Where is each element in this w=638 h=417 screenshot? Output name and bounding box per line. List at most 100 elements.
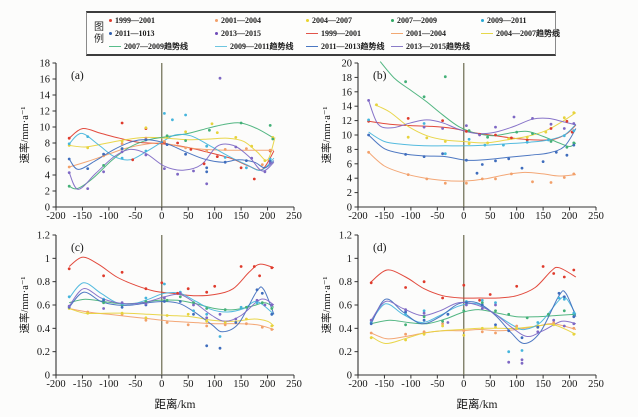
data-point [520,361,524,365]
data-point [422,332,426,336]
x-tick-label: 0 [159,379,164,390]
data-point [67,136,71,140]
data-point [234,136,238,139]
data-point [178,300,182,303]
data-point [260,163,264,166]
y-tick-label: 8 [45,139,50,150]
data-point [520,336,524,340]
legend-dot-marker [109,19,112,22]
data-point [184,130,188,134]
data-point [205,316,209,320]
trend-line [368,151,576,182]
x-tick-label: -200 [46,379,65,390]
series-3-trend [370,323,577,345]
x-tick-label: 0 [461,211,466,222]
data-point [443,181,447,185]
data-point [572,122,576,125]
data-point [525,140,529,144]
data-point [494,325,497,329]
data-point [572,322,576,326]
series-5-points [67,282,274,338]
y-tick-label: 16 [342,87,353,98]
data-point [494,125,497,129]
series-4-trend [379,61,577,148]
data-point [245,166,248,170]
legend-item: 2004—2007 [306,15,391,27]
y-tick-label: 1.2 [339,231,352,242]
data-point [480,330,484,334]
data-point [86,187,90,191]
data-point [572,268,576,272]
data-point [192,301,195,305]
data-point [465,124,468,127]
data-point [86,135,90,138]
data-point [404,153,407,156]
data-point [404,312,407,316]
data-point [260,301,264,305]
y-axis-label: 速率/mm·a⁻¹ [18,276,31,333]
y-tick-label: 1.2 [37,231,50,242]
data-point [213,284,217,288]
data-point [562,176,566,179]
data-point [223,323,227,327]
data-point [268,161,272,165]
data-point [549,122,553,126]
series-6-points [367,133,576,175]
series-7-points [67,291,274,321]
series-2-trend [368,151,576,182]
series-1-points [367,117,574,142]
data-point [557,291,561,295]
y-tick-label: 6 [347,159,352,170]
data-point [552,272,556,275]
data-point [245,305,248,309]
data-point [572,111,576,115]
data-point [467,142,471,145]
data-point [520,349,524,352]
data-point [549,181,553,184]
x-tick-label: 200 [260,379,276,390]
data-point [163,112,166,115]
data-point [67,171,71,174]
data-point [270,312,274,316]
y-tick-label: 2 [45,187,50,198]
legend-item: 2011—1013 [109,28,215,40]
legend-item: 2007—2009 [391,15,481,27]
data-point [260,325,264,329]
y-axis-label: 速率/mm·a⁻¹ [320,276,333,333]
x-tick-label: 100 [207,211,223,222]
data-point [572,332,576,336]
data-point [515,324,519,328]
data-point [120,150,124,154]
data-point [255,288,259,292]
data-point [369,336,373,340]
legend-label: 2004—2007 [312,16,352,25]
data-point [369,331,373,335]
x-tick-label: 200 [260,211,276,222]
data-point [239,166,243,170]
data-point [205,144,209,148]
data-point [404,338,407,342]
data-point [480,177,484,181]
data-point [223,308,227,312]
legend-line-marker [215,46,227,47]
data-point [144,318,148,322]
data-point [263,303,267,307]
data-point [208,128,211,132]
data-point [465,303,468,307]
series-3-trend [69,136,276,161]
trend-line [379,61,577,148]
x-tick-label: 250 [588,379,604,390]
y-tick-label: 0 [347,371,352,382]
series-4-points [404,75,576,149]
data-point [467,137,471,141]
data-point [239,305,243,309]
axis-frame [357,63,596,208]
data-point [536,325,540,329]
x-axis-label: 距离/km [457,397,498,411]
data-point [562,134,566,138]
data-point [422,330,426,334]
data-point [252,177,256,181]
y-tick-label: 18 [40,59,51,70]
series-7-points [369,303,576,365]
data-point [507,137,511,140]
